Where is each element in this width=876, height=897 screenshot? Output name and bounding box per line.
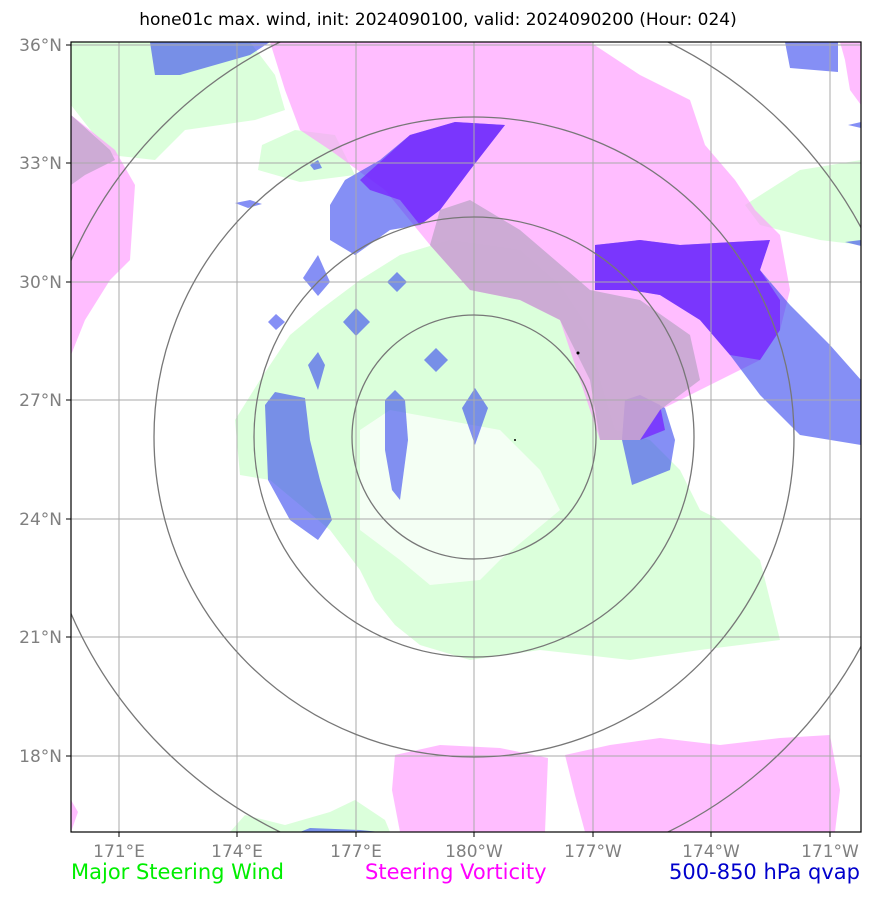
storm-marker <box>576 351 580 355</box>
lat-tick-label: 36°N <box>19 36 62 56</box>
lon-tick-label: 180°W <box>445 842 503 862</box>
lon-tick-label: 174°E <box>211 842 263 862</box>
wind-vorticity-overlap <box>71 115 700 440</box>
lon-tick-label: 177°E <box>330 842 382 862</box>
lon-tick-label: 174°W <box>682 842 740 862</box>
range-ring <box>153 116 795 758</box>
lat-tick-label: 21°N <box>19 628 62 648</box>
graticule <box>71 42 861 832</box>
plot-frame <box>70 41 862 833</box>
lon-tick-label: 171°W <box>801 842 859 862</box>
lon-tick-label: 171°E <box>93 842 145 862</box>
lon-tick-label: 177°W <box>564 842 622 862</box>
range-ring <box>351 314 597 560</box>
lat-tick-label: 18°N <box>19 747 62 767</box>
legend-steering-vorticity: Steering Vorticity <box>365 860 547 884</box>
lat-tick-label: 27°N <box>19 391 62 411</box>
range-rings <box>71 42 861 832</box>
lon-tick-labels: 171°E 174°E 177°E 180°W 177°W 174°W 171°W <box>93 842 859 862</box>
legend-steering-wind: Major Steering Wind <box>71 860 284 884</box>
lat-tick-labels: 36°N 33°N 30°N 27°N 24°N 21°N 18°N <box>19 36 62 767</box>
map-title: hone01c max. wind, init: 2024090100, val… <box>139 10 737 30</box>
lat-tick-label: 24°N <box>19 510 62 530</box>
storm-marker <box>514 439 516 441</box>
legend-qvap: 500-850 hPa qvap <box>669 860 860 884</box>
lat-tick-label: 33°N <box>19 154 62 174</box>
lat-tick-label: 30°N <box>19 273 62 293</box>
axis-ticks <box>66 44 831 837</box>
range-ring <box>253 216 695 658</box>
